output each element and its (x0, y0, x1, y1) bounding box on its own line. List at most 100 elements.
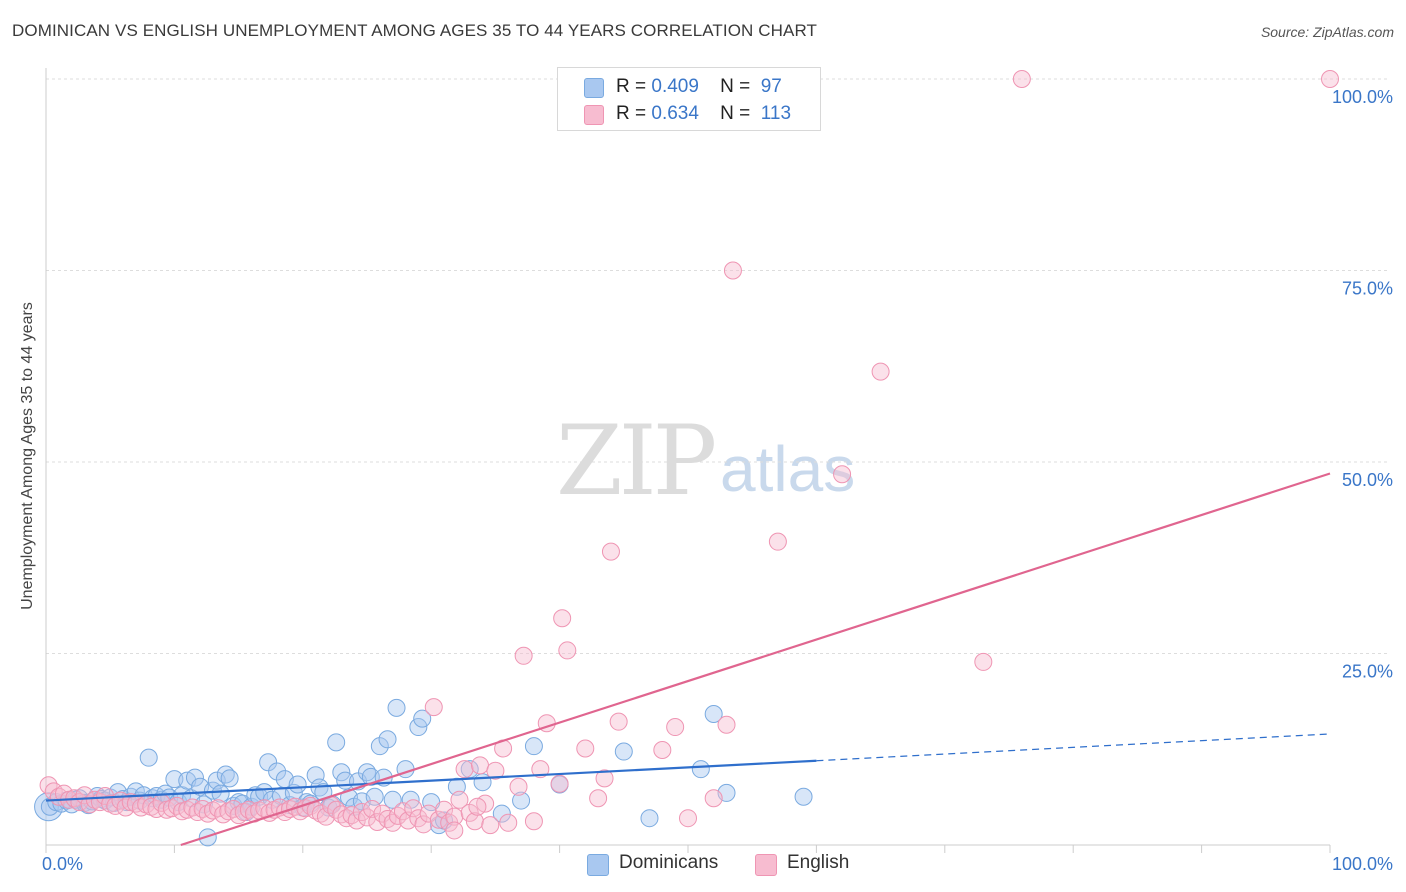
english-point-62 (358, 808, 376, 827)
dominicans-point-57 (288, 775, 307, 794)
english-point-21 (147, 799, 166, 818)
english-point-109 (871, 362, 890, 381)
dominicans-point-78 (378, 730, 397, 749)
dominicans-point-33 (185, 768, 204, 787)
english-point-112 (1321, 70, 1339, 88)
english-trend-line (180, 472, 1331, 847)
english-point-114 (653, 741, 672, 760)
dominicans-point-28 (165, 770, 184, 789)
english-point-99 (589, 789, 608, 808)
bottom-legend-swatch-dominicans (587, 854, 609, 876)
dominicans-point-66 (327, 733, 346, 752)
trend-lines (45, 472, 1331, 847)
legend-r-value: 0.409 (651, 76, 699, 97)
watermark-zip: ZIP (556, 405, 717, 517)
legend-text-english: R = 0.634 N = 113 (616, 103, 791, 125)
english-point-92 (524, 812, 543, 831)
english-point-87 (486, 761, 505, 780)
legend-n-value: 97 (760, 76, 782, 97)
english-point-54 (316, 807, 335, 826)
english-point-72 (409, 809, 428, 828)
dominicans-trend-extension (816, 733, 1331, 762)
english-point-76 (429, 810, 448, 829)
english-point-81 (455, 760, 474, 779)
dominicans-point-0 (40, 797, 59, 816)
english-point-15 (116, 798, 135, 817)
dominicans-point-93 (524, 737, 543, 756)
english-point-115 (468, 797, 487, 816)
y-tick-label-0: 25.0% (1342, 662, 1393, 682)
english-point-91 (514, 646, 533, 665)
english-point-96 (553, 609, 572, 628)
english-point-86 (481, 816, 500, 835)
english-point-25 (167, 796, 186, 815)
dominicans-point-98 (704, 705, 723, 724)
dominicans-point-39 (211, 784, 230, 803)
chart-title: DOMINICAN VS ENGLISH UNEMPLOYMENT AMONG … (12, 21, 818, 40)
english-point-59 (342, 806, 361, 825)
dominicans-point-100 (794, 787, 813, 806)
legend-r-label: R = (616, 103, 647, 124)
dominicans-point-52 (268, 762, 287, 781)
english-point-36 (224, 799, 243, 818)
english-point-93 (531, 760, 550, 779)
english-point-105 (704, 789, 723, 808)
english-point-100 (595, 769, 614, 788)
english-point-74 (419, 804, 438, 823)
chart-source: Source: ZipAtlas.com (1260, 24, 1394, 40)
english-point-116 (445, 821, 464, 840)
legend-swatch-english (584, 105, 604, 125)
english-point-98 (576, 739, 595, 758)
english-point-101 (601, 542, 620, 561)
legend: R = 0.409 N = 97 R = 0.634 N = 113 (557, 67, 821, 131)
english-point-104 (679, 809, 697, 828)
english-point-110 (974, 652, 993, 671)
english-point-90 (509, 777, 528, 796)
english-point-60 (347, 811, 366, 830)
gridlines (46, 78, 1390, 654)
legend-row-english: R = 0.634 N = 113 (558, 101, 820, 127)
english-point-61 (352, 803, 371, 822)
english-point-111 (1012, 70, 1031, 88)
english-point-102 (609, 712, 628, 731)
axes (45, 68, 1331, 853)
english-point-75 (424, 698, 443, 717)
english-points (39, 70, 1339, 840)
legend-r-value: 0.634 (651, 103, 699, 124)
dominicans-point-49 (255, 783, 274, 802)
dominicans-point-92 (512, 791, 531, 810)
english-point-65 (373, 804, 392, 823)
dominicans-point-95 (614, 742, 633, 761)
english-point-3 (54, 784, 73, 803)
legend-n-value: 113 (760, 103, 792, 124)
bottom-legend-swatch-english (755, 854, 777, 876)
english-point-83 (465, 812, 484, 831)
legend-row-dominicans: R = 0.409 N = 97 (558, 74, 820, 100)
y-tick-label-2: 75.0% (1342, 279, 1393, 299)
dominicans-point-67 (332, 763, 351, 782)
dominicans-trend-line (45, 759, 817, 802)
english-point-0 (39, 776, 58, 795)
english-point-107 (768, 532, 787, 551)
english-point-89 (499, 813, 518, 832)
dominicans-point-96 (640, 809, 659, 828)
dominicans-point-84 (413, 709, 432, 728)
english-point-95 (550, 774, 569, 793)
x-tick-label-0: 0.0% (42, 854, 83, 874)
english-point-37 (229, 806, 248, 825)
english-point-97 (558, 641, 577, 660)
dominicans-point-50 (259, 753, 278, 772)
y-tick-label-3: 100.0% (1332, 87, 1393, 107)
english-point-106 (717, 715, 736, 734)
english-point-34 (214, 805, 233, 824)
dominicans-point-41 (220, 769, 239, 788)
legend-n-label: N = (720, 76, 751, 97)
legend-r-label: R = (616, 76, 647, 97)
english-point-79 (445, 807, 464, 826)
english-point-33 (209, 799, 228, 818)
dominicans-point-22 (139, 748, 158, 767)
dominicans-point-79 (383, 790, 402, 809)
english-point-18 (132, 798, 151, 817)
english-point-84 (470, 756, 489, 775)
